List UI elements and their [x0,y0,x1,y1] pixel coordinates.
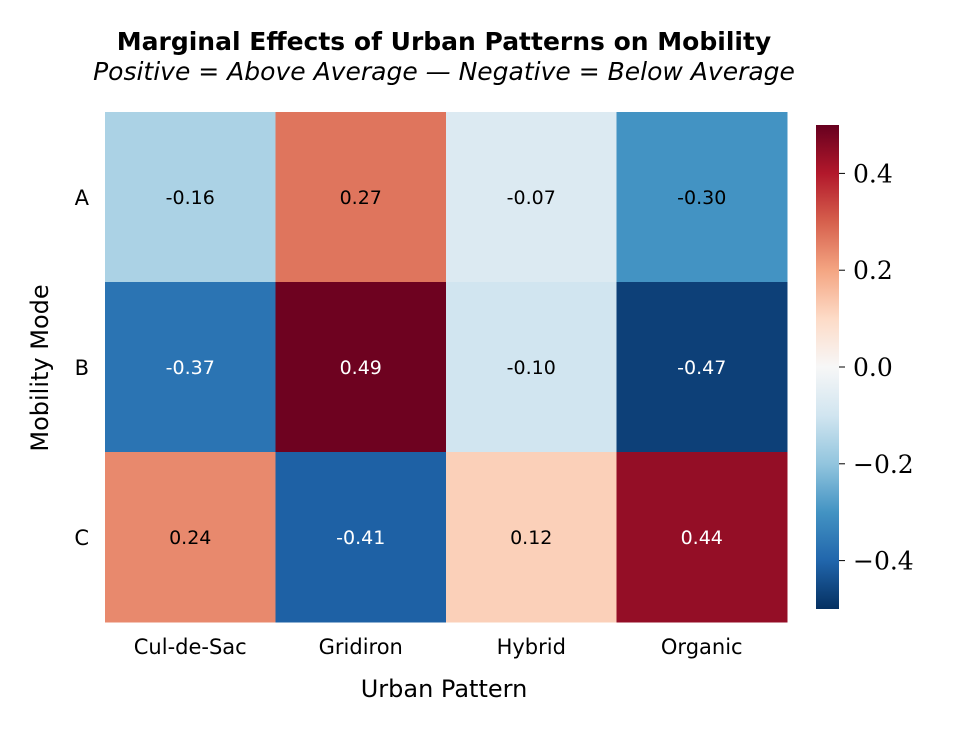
y-tick-labels: A B C [74,186,89,550]
cell-value-label: 0.27 [340,187,382,209]
heatmap-cell-A-Gridiron [275,112,447,283]
colorbar-tick-label: −0.2 [853,450,914,479]
heatmap-cell-B-Gridiron [275,282,447,453]
colorbar-tick-label: 0.4 [853,159,893,188]
heatmap-cell-C-Gridiron [275,452,447,623]
cell-value-label: 0.24 [169,527,211,549]
heatmap-cell-B-Organic [616,282,788,453]
y-tick-label: A [75,186,90,210]
x-tick-label: Cul-de-Sac [134,635,247,659]
heatmap-cell-C-Hybrid [446,452,617,623]
cell-value-label: -0.10 [507,357,556,379]
cell-value-label: -0.07 [507,187,556,209]
cell-value-label: -0.30 [677,187,726,209]
cell-value-label: -0.37 [166,357,215,379]
colorbar-tick-label: 0.2 [853,256,893,285]
cell-value-label: -0.41 [336,527,385,549]
y-tick-label: C [74,526,89,550]
colorbar-ticks: 0.4 0.2 0.0 −0.2 −0.4 [839,159,914,576]
y-tick-label: B [75,356,89,380]
x-tick-labels: Cul-de-Sac Gridiron Hybrid Organic [134,635,743,659]
x-tick-label: Gridiron [319,635,403,659]
heatmap-cell-A-Hybrid [446,112,617,283]
cell-value-label: 0.44 [681,527,723,549]
heatmap-cell-C-Organic [616,452,788,623]
x-tick-label: Hybrid [497,635,566,659]
colorbar [816,125,839,609]
x-tick-label: Organic [661,635,743,659]
colorbar-tick-label: 0.0 [853,353,893,382]
heatmap-cell-B-Cul-de-Sac [105,282,276,453]
chart-subtitle: Positive = Above Average — Negative = Be… [93,57,795,86]
y-axis-label: Mobility Mode [26,284,54,451]
heatmap-cell-A-Cul-de-Sac [105,112,276,283]
heatmap-cell-C-Cul-de-Sac [105,452,276,623]
x-axis-label: Urban Pattern [361,675,528,703]
cell-value-label: -0.47 [677,357,726,379]
cell-value-label: -0.16 [166,187,215,209]
cell-value-label: 0.49 [340,357,382,379]
colorbar-tick-label: −0.4 [853,547,914,576]
heatmap-cell-A-Organic [616,112,788,283]
cell-value-label: 0.12 [510,527,552,549]
heatmap-cells: -0.16 0.27 -0.07 -0.30 -0.37 0.49 -0.10 -0.47 0.… [105,112,788,623]
heatmap-cell-B-Hybrid [446,282,617,453]
chart-title: Marginal Effects of Urban Patterns on Mo… [117,27,771,56]
